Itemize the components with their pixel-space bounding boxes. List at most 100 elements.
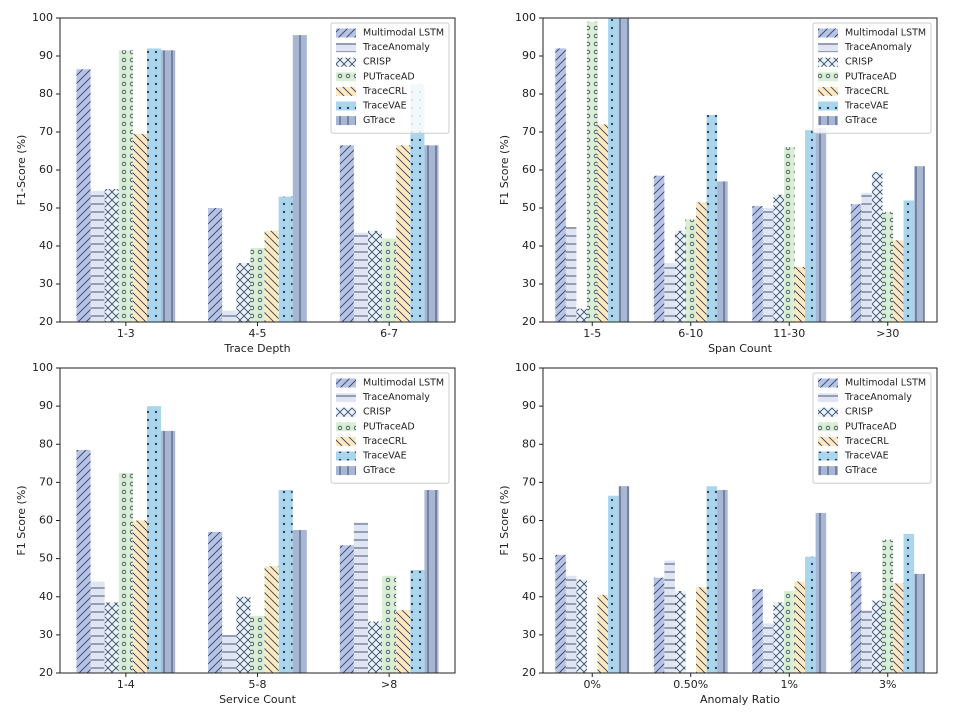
bar [597, 124, 609, 323]
legend-swatch [336, 101, 356, 111]
bar [555, 48, 566, 323]
legend-swatch [336, 86, 356, 96]
legend-swatch [336, 28, 356, 38]
y-tick-label: 80 [39, 437, 53, 450]
bar [608, 18, 619, 322]
bar [664, 560, 675, 673]
legend-label: TraceVAE [844, 101, 889, 112]
bar [706, 486, 718, 673]
bar [805, 556, 816, 673]
y-tick-label: 90 [522, 49, 536, 62]
bar [208, 208, 223, 322]
legend-swatch [336, 436, 356, 446]
legend-swatch [336, 466, 356, 476]
bar [250, 615, 265, 673]
bar [815, 128, 827, 322]
bar [882, 539, 894, 673]
bar [773, 194, 784, 322]
legend-swatch [818, 57, 838, 67]
y-tick-label: 20 [39, 315, 53, 328]
bar [914, 166, 925, 322]
y-tick-label: 50 [39, 552, 53, 565]
subplot: 20 30 40 50 60 70 80 90 100 1-5 6-10 11-30 >30 Span C… [498, 11, 938, 355]
y-tick-label: 50 [522, 552, 536, 565]
bar [565, 575, 577, 673]
bar [339, 545, 354, 673]
x-axis-label: Service Count [219, 693, 297, 706]
bar [161, 50, 176, 323]
bar [706, 114, 718, 323]
y-tick-label: 70 [39, 475, 53, 488]
legend-swatch [336, 57, 356, 67]
bar [146, 48, 162, 323]
plot-frame [542, 17, 938, 323]
y-tick-label: 80 [39, 87, 53, 100]
plot-frame [542, 367, 938, 674]
legend-swatch [336, 72, 356, 82]
bar [132, 520, 147, 673]
bar [618, 18, 630, 322]
legend: Multimodal LSTM TraceAnomaly CRISP PUTraceA… [330, 372, 450, 484]
x-tick-label: 1-3 [117, 327, 135, 340]
subplot: 20 30 40 50 60 70 80 90 100 0% 0.50% 1% 3% Anomaly Ra… [498, 361, 938, 706]
legend-box [812, 22, 932, 134]
y-tick-label: 70 [522, 125, 536, 138]
legend-label: TraceCRL [844, 436, 889, 447]
bar [783, 147, 795, 322]
legend-swatch [818, 436, 838, 446]
legend-label: GTrace [363, 465, 395, 476]
bar [132, 133, 147, 322]
bar [278, 490, 293, 673]
legend-label: TraceAnomaly [844, 42, 912, 53]
legend-label: PUTraceAD [845, 71, 897, 82]
bar [850, 204, 862, 322]
x-tick-label: >8 [381, 678, 397, 691]
legend-swatch [336, 43, 356, 53]
bar [146, 406, 162, 673]
x-tick-label: 6-7 [380, 327, 398, 340]
legend-label: PUTraceAD [845, 421, 897, 432]
legend-label: PUTraceAD [363, 421, 415, 432]
subplot: 20 30 40 50 60 70 80 90 100 1-4 5-8 >8 Service Count… [15, 361, 456, 706]
legend-label: PUTraceAD [363, 71, 415, 82]
legend-label: Multimodal LSTM [845, 378, 926, 389]
bar [353, 232, 369, 322]
bar [353, 522, 369, 673]
x-tick-label: 0.50% [673, 678, 708, 691]
x-tick-label: 1-5 [583, 327, 601, 340]
bar [762, 623, 774, 673]
y-tick-label: 100 [515, 11, 536, 24]
legend: Multimodal LSTM TraceAnomaly CRISP PUTraceA… [812, 22, 932, 134]
legend-label: Multimodal LSTM [363, 378, 444, 389]
x-tick-label: 6-10 [678, 327, 703, 340]
legend-box [812, 372, 932, 484]
legend-label: TraceCRL [362, 86, 407, 97]
bar [893, 240, 904, 322]
bar [717, 490, 728, 673]
x-tick-label: 3% [879, 678, 896, 691]
y-axis-label: F1 Score (%) [498, 485, 511, 555]
legend-label: GTrace [845, 115, 877, 126]
bar [264, 230, 279, 322]
bar [576, 579, 587, 673]
bar [90, 581, 105, 673]
bar [653, 175, 665, 322]
legend-box [330, 22, 450, 134]
y-tick-label: 70 [39, 125, 53, 138]
legend-label: GTrace [845, 465, 877, 476]
bar [653, 577, 665, 673]
bar [565, 227, 577, 322]
y-tick-label: 70 [522, 475, 536, 488]
bar [871, 600, 883, 673]
legend-swatch [818, 378, 838, 388]
legend-label: TraceVAE [844, 451, 889, 462]
x-tick-label: 11-30 [773, 327, 805, 340]
y-tick-label: 50 [522, 201, 536, 214]
legend-label: GTrace [363, 115, 395, 126]
bar [903, 200, 915, 322]
legend-label: TraceCRL [844, 86, 889, 97]
bar [208, 531, 223, 673]
x-tick-label: 0% [584, 678, 601, 691]
bar [368, 230, 383, 322]
